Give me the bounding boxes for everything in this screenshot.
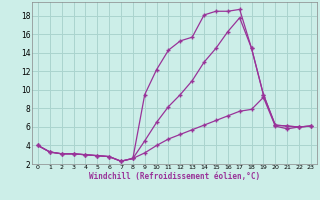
- X-axis label: Windchill (Refroidissement éolien,°C): Windchill (Refroidissement éolien,°C): [89, 172, 260, 181]
